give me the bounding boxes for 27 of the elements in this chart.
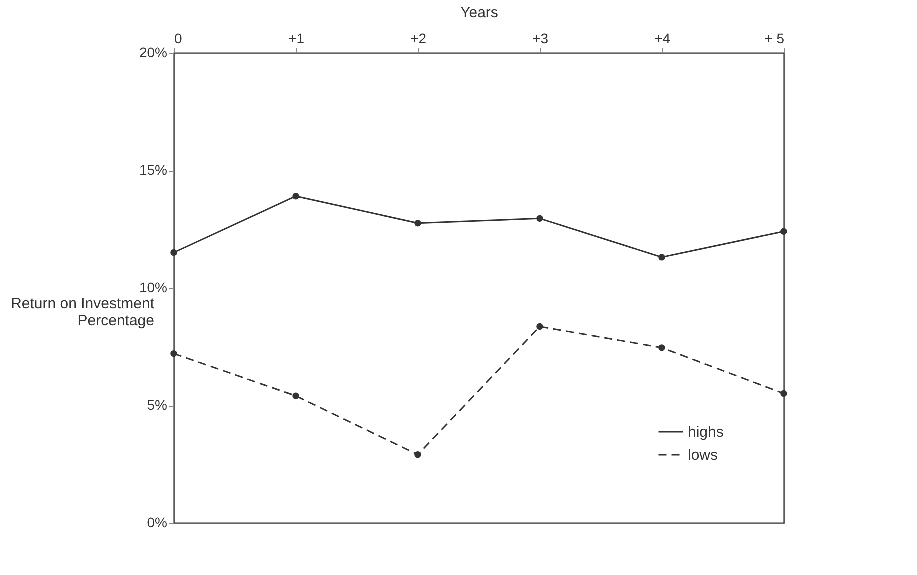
x-tick-label: + 5 bbox=[764, 30, 785, 46]
point bbox=[414, 220, 422, 227]
point bbox=[292, 193, 300, 200]
x-tick-label: +1 bbox=[288, 30, 305, 46]
y-tick-label: 10% bbox=[139, 280, 168, 296]
point bbox=[780, 228, 788, 235]
point bbox=[170, 249, 178, 256]
point bbox=[658, 254, 666, 261]
x-tick-label: +4 bbox=[654, 30, 671, 46]
point bbox=[170, 350, 178, 358]
point bbox=[536, 215, 544, 222]
point bbox=[414, 452, 422, 458]
legend-label: highs bbox=[688, 424, 724, 441]
y-axis-title: Return on Investment Percentage bbox=[11, 296, 156, 330]
y-tick-label: 5% bbox=[147, 397, 168, 413]
point bbox=[658, 344, 666, 352]
point bbox=[780, 390, 788, 398]
point bbox=[292, 392, 300, 400]
y-tick-label: 0% bbox=[147, 514, 168, 530]
y-tick-label: 15% bbox=[139, 162, 168, 178]
y-tick-label: 20% bbox=[139, 44, 168, 60]
point bbox=[536, 323, 544, 330]
x-tick-label: 0 bbox=[174, 30, 182, 46]
x-axis-title: Years bbox=[460, 4, 498, 22]
x-tick-label: +3 bbox=[532, 30, 549, 46]
x-tick-label: +2 bbox=[410, 30, 427, 46]
legend-label: lows bbox=[688, 447, 718, 464]
